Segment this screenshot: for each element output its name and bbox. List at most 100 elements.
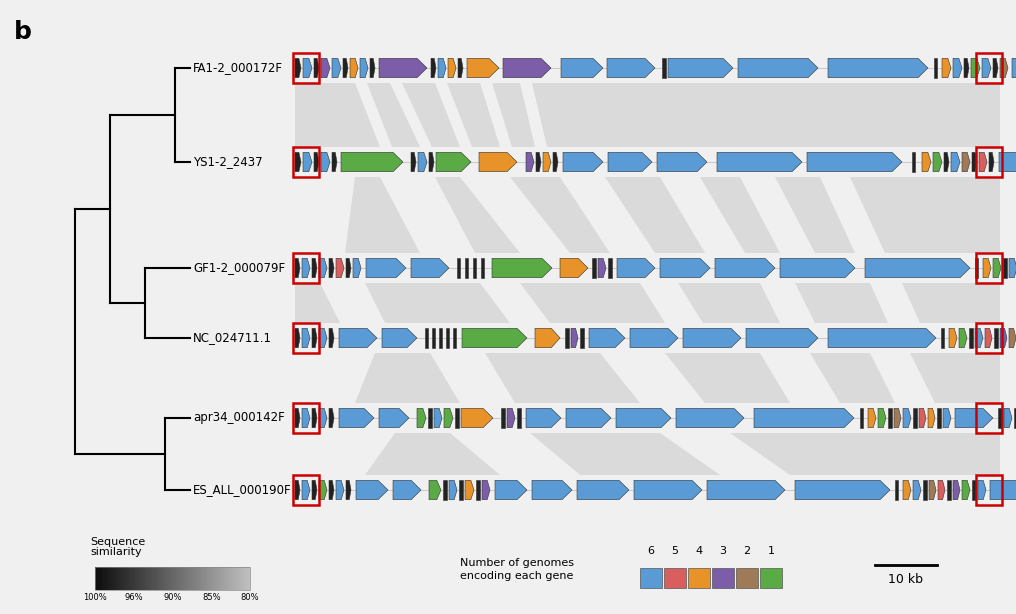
- Polygon shape: [1000, 328, 1007, 348]
- Polygon shape: [319, 480, 327, 500]
- Bar: [96, 567, 250, 590]
- Polygon shape: [754, 408, 854, 428]
- Polygon shape: [740, 177, 815, 253]
- Bar: [517, 408, 521, 428]
- Polygon shape: [535, 328, 560, 348]
- Polygon shape: [953, 58, 962, 78]
- Polygon shape: [319, 328, 327, 348]
- Text: encoding each gene: encoding each gene: [460, 571, 573, 581]
- Polygon shape: [979, 152, 987, 172]
- Polygon shape: [379, 58, 427, 78]
- Polygon shape: [1009, 328, 1016, 348]
- Text: NC_024711.1: NC_024711.1: [193, 332, 272, 344]
- Polygon shape: [302, 258, 310, 278]
- Bar: [477, 480, 480, 500]
- Polygon shape: [951, 152, 960, 172]
- Polygon shape: [319, 258, 327, 278]
- Bar: [941, 328, 944, 348]
- Bar: [972, 480, 976, 500]
- Bar: [580, 328, 584, 348]
- Polygon shape: [336, 480, 344, 500]
- Polygon shape: [828, 58, 928, 78]
- Polygon shape: [380, 177, 475, 253]
- Bar: [994, 328, 998, 348]
- Polygon shape: [450, 433, 580, 475]
- Text: 3: 3: [719, 546, 726, 556]
- Polygon shape: [353, 258, 361, 278]
- Bar: [455, 408, 459, 428]
- Text: Sequence: Sequence: [90, 537, 145, 547]
- Polygon shape: [526, 408, 561, 428]
- Polygon shape: [379, 408, 409, 428]
- Polygon shape: [460, 177, 570, 253]
- Polygon shape: [828, 328, 936, 348]
- Polygon shape: [370, 58, 375, 78]
- Polygon shape: [962, 480, 970, 500]
- Polygon shape: [436, 152, 471, 172]
- Bar: [592, 258, 596, 278]
- Text: 1: 1: [767, 546, 774, 556]
- Polygon shape: [990, 480, 1016, 500]
- Polygon shape: [1009, 258, 1016, 278]
- Polygon shape: [634, 480, 702, 500]
- Bar: [712, 568, 734, 588]
- Polygon shape: [577, 480, 629, 500]
- Polygon shape: [607, 58, 655, 78]
- Polygon shape: [668, 58, 733, 78]
- Polygon shape: [302, 480, 310, 500]
- Polygon shape: [975, 328, 983, 348]
- Polygon shape: [760, 283, 815, 323]
- Polygon shape: [285, 177, 355, 253]
- Polygon shape: [657, 152, 707, 172]
- Bar: [293, 253, 319, 283]
- Bar: [947, 480, 951, 500]
- Bar: [608, 258, 612, 278]
- Polygon shape: [964, 58, 969, 78]
- Polygon shape: [319, 408, 327, 428]
- Polygon shape: [949, 328, 957, 348]
- Bar: [976, 323, 1002, 353]
- Polygon shape: [449, 480, 457, 500]
- Polygon shape: [329, 258, 334, 278]
- Bar: [912, 152, 915, 172]
- Bar: [428, 408, 432, 428]
- Polygon shape: [676, 408, 744, 428]
- Polygon shape: [332, 152, 337, 172]
- Polygon shape: [660, 177, 745, 253]
- Polygon shape: [382, 328, 417, 348]
- Polygon shape: [295, 283, 1000, 323]
- Polygon shape: [760, 353, 840, 403]
- Polygon shape: [444, 408, 453, 428]
- Polygon shape: [870, 353, 935, 403]
- Bar: [565, 328, 569, 348]
- Polygon shape: [295, 58, 301, 78]
- Bar: [888, 408, 892, 428]
- Bar: [662, 58, 666, 78]
- Polygon shape: [938, 480, 945, 500]
- Text: 85%: 85%: [202, 593, 220, 602]
- Polygon shape: [467, 58, 499, 78]
- Bar: [664, 568, 686, 588]
- Bar: [760, 568, 782, 588]
- Polygon shape: [563, 152, 604, 172]
- Polygon shape: [560, 177, 655, 253]
- Bar: [976, 475, 1002, 505]
- Polygon shape: [461, 408, 493, 428]
- Text: 100%: 100%: [83, 593, 107, 602]
- Polygon shape: [972, 152, 977, 172]
- Polygon shape: [492, 258, 552, 278]
- Polygon shape: [983, 258, 991, 278]
- Polygon shape: [520, 83, 547, 147]
- Polygon shape: [411, 152, 416, 172]
- Bar: [895, 480, 898, 500]
- Bar: [1003, 258, 1007, 278]
- Bar: [432, 328, 435, 348]
- Polygon shape: [600, 353, 705, 403]
- Polygon shape: [955, 408, 993, 428]
- Bar: [443, 480, 447, 500]
- Polygon shape: [616, 408, 671, 428]
- Polygon shape: [660, 433, 790, 475]
- Polygon shape: [462, 328, 527, 348]
- Polygon shape: [295, 258, 300, 278]
- Polygon shape: [341, 152, 403, 172]
